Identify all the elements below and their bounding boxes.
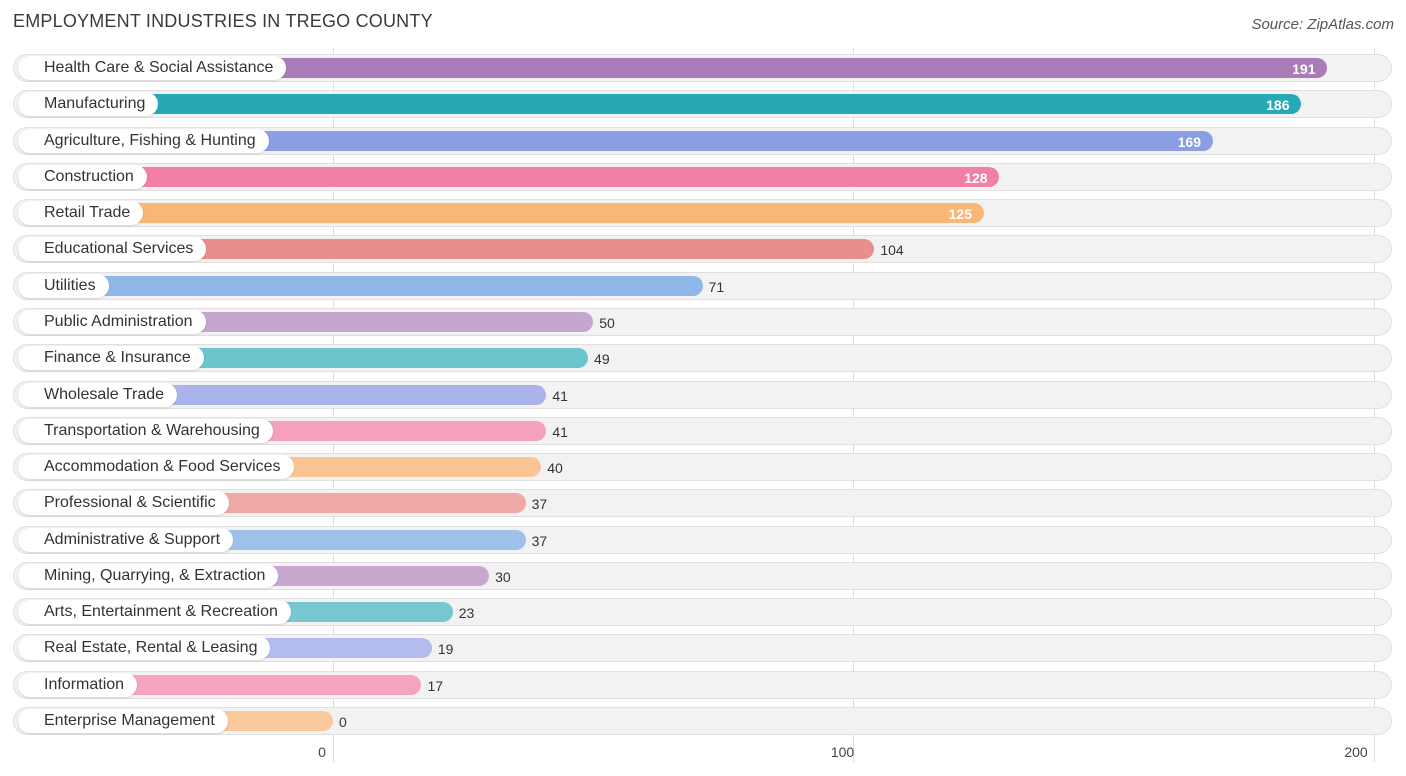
category-label: Wholesale Trade [18,382,178,407]
bar-value-label: 50 [599,314,615,331]
bar-value-label: 41 [552,423,568,440]
bar-value-label: 37 [531,532,548,549]
category-label: Information [18,672,138,697]
category-label: Enterprise Management [18,709,228,734]
category-label: Educational Services [18,237,207,262]
chart-title: EMPLOYMENT INDUSTRIES IN TREGO COUNTY [13,11,433,31]
bar-value-label: 19 [437,641,454,658]
bar-value-label: 40 [547,460,563,477]
bar-value-label: 104 [880,242,904,259]
x-tick-label: 200 [1344,744,1368,760]
category-label: Mining, Quarrying, & Extraction [18,563,279,588]
category-label: Construction [18,164,147,189]
bar-value-label: 23 [458,605,475,622]
bar [18,239,875,260]
bar-value-label: 125 [948,206,972,223]
bar-value-label: 17 [427,677,444,694]
bar [18,130,1213,151]
category-label: Accommodation & Food Services [18,455,294,480]
category-label: Real Estate, Rental & Leasing [18,636,271,661]
category-label: Utilities [18,273,109,298]
category-label: Administrative & Support [18,527,234,552]
bar-value-label: 37 [531,496,548,513]
category-label: Health Care & Social Assistance [18,56,287,80]
bar [18,58,1328,78]
bar [18,94,1302,115]
bar-value-label: 41 [552,387,568,404]
category-label: Retail Trade [18,201,144,226]
category-label: Professional & Scientific [18,491,229,516]
x-tick-label: 100 [830,744,855,760]
category-label: Manufacturing [18,92,159,117]
bar-value-label: 71 [708,278,725,295]
category-label: Public Administration [18,309,206,334]
chart-source: Source: ZipAtlas.com [1251,16,1394,33]
bar-value-label: 128 [964,169,988,186]
bar [18,166,1000,187]
x-tick-label: 0 [318,744,326,760]
bar-value-label: 0 [339,714,347,731]
category-label: Finance & Insurance [18,346,204,371]
category-label: Transportation & Warehousing [18,418,273,443]
bar-value-label: 169 [1177,133,1201,150]
bar [18,203,984,224]
bar-value-label: 191 [1292,61,1316,77]
category-label: Arts, Entertainment & Recreation [18,600,291,625]
bar [18,275,703,296]
bar-value-label: 30 [495,568,511,585]
bar-value-label: 186 [1266,97,1290,114]
category-label: Agriculture, Fishing & Hunting [18,128,269,153]
bar-value-label: 49 [594,351,610,368]
